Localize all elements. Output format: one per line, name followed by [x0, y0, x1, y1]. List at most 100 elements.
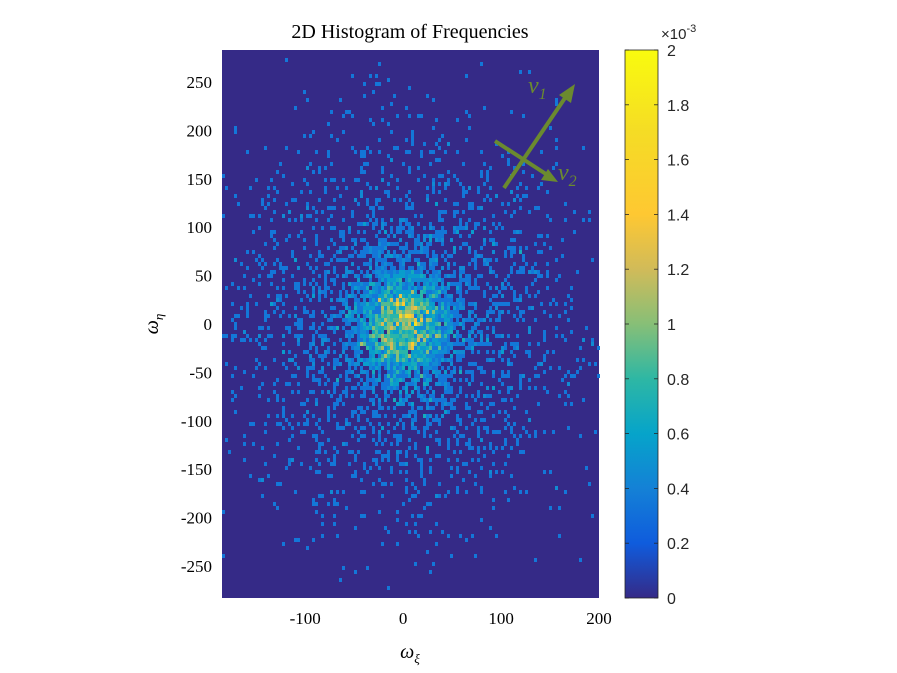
histogram-bin — [498, 334, 501, 338]
histogram-bin — [465, 378, 468, 382]
histogram-bin — [369, 258, 372, 262]
histogram-bin — [372, 438, 375, 442]
histogram-bin — [288, 234, 291, 238]
histogram-bin — [291, 198, 294, 202]
histogram-bin — [360, 306, 363, 310]
histogram-bin — [435, 338, 438, 342]
histogram-bin — [405, 278, 408, 282]
histogram-bin — [351, 330, 354, 334]
histogram-bin — [342, 282, 345, 286]
histogram-bin — [426, 378, 429, 382]
histogram-bin — [441, 210, 444, 214]
histogram-bin — [450, 390, 453, 394]
histogram-bin — [318, 326, 321, 330]
histogram-bin — [366, 378, 369, 382]
histogram-bin — [381, 274, 384, 278]
histogram-bin — [369, 398, 372, 402]
histogram-bin — [318, 446, 321, 450]
histogram-bin — [267, 414, 270, 418]
histogram-bin — [480, 490, 483, 494]
histogram-bin — [414, 322, 417, 326]
histogram-bin — [441, 414, 444, 418]
histogram-bin — [417, 490, 420, 494]
histogram-bin — [276, 378, 279, 382]
histogram-bin — [381, 106, 384, 110]
histogram-bin — [387, 318, 390, 322]
histogram-bin — [504, 286, 507, 290]
histogram-bin — [342, 350, 345, 354]
histogram-bin — [447, 274, 450, 278]
histogram-bin — [360, 286, 363, 290]
histogram-bin — [378, 266, 381, 270]
histogram-bin — [426, 374, 429, 378]
histogram-bin — [321, 254, 324, 258]
histogram-bin — [384, 298, 387, 302]
histogram-bin — [393, 286, 396, 290]
histogram-bin — [375, 250, 378, 254]
histogram-bin — [429, 310, 432, 314]
histogram-bin — [330, 134, 333, 138]
histogram-bin — [444, 302, 447, 306]
histogram-bin — [366, 274, 369, 278]
histogram-bin — [423, 286, 426, 290]
x-tick-label: 100 — [488, 609, 514, 628]
histogram-bin — [348, 422, 351, 426]
histogram-bin — [528, 330, 531, 334]
histogram-bin — [432, 322, 435, 326]
histogram-bin — [429, 266, 432, 270]
histogram-bin — [270, 270, 273, 274]
histogram-bin — [390, 102, 393, 106]
histogram-bin — [354, 306, 357, 310]
histogram-bin — [282, 542, 285, 546]
histogram-bin — [378, 370, 381, 374]
histogram-bin — [468, 114, 471, 118]
histogram-bin — [507, 414, 510, 418]
histogram-bin — [264, 366, 267, 370]
histogram-bin — [471, 310, 474, 314]
histogram-bin — [423, 506, 426, 510]
histogram-bin — [432, 346, 435, 350]
histogram-bin — [429, 294, 432, 298]
histogram-bin — [306, 294, 309, 298]
histogram-bin — [348, 318, 351, 322]
histogram-bin — [354, 346, 357, 350]
histogram-bin — [462, 322, 465, 326]
histogram-bin — [363, 302, 366, 306]
histogram-bin — [510, 254, 513, 258]
histogram-bin — [393, 334, 396, 338]
histogram-bin — [345, 274, 348, 278]
histogram-bin — [285, 366, 288, 370]
histogram-bin — [477, 390, 480, 394]
histogram-bin — [426, 362, 429, 366]
histogram-bin — [504, 418, 507, 422]
histogram-bin — [555, 258, 558, 262]
histogram-bin — [309, 254, 312, 258]
histogram-bin — [402, 318, 405, 322]
histogram-bin — [309, 358, 312, 362]
histogram-bin — [339, 338, 342, 342]
histogram-bin — [360, 238, 363, 242]
histogram-bin — [339, 310, 342, 314]
histogram-bin — [378, 310, 381, 314]
histogram-bin — [267, 334, 270, 338]
histogram-bin — [510, 474, 513, 478]
histogram-bin — [513, 294, 516, 298]
histogram-bin — [429, 530, 432, 534]
histogram-bin — [360, 322, 363, 326]
histogram-bin — [411, 274, 414, 278]
histogram-bin — [381, 206, 384, 210]
histogram-bin — [426, 94, 429, 98]
histogram-bin — [312, 314, 315, 318]
v1-arrow-head — [559, 84, 575, 103]
histogram-bin — [534, 374, 537, 378]
histogram-bin — [345, 294, 348, 298]
histogram-bin — [435, 142, 438, 146]
histogram-bin — [390, 366, 393, 370]
histogram-bin — [375, 310, 378, 314]
histogram-bin — [492, 294, 495, 298]
histogram-bin — [372, 402, 375, 406]
histogram-bin — [387, 242, 390, 246]
histogram-bin — [390, 386, 393, 390]
histogram-bin — [384, 342, 387, 346]
histogram-bin — [447, 458, 450, 462]
